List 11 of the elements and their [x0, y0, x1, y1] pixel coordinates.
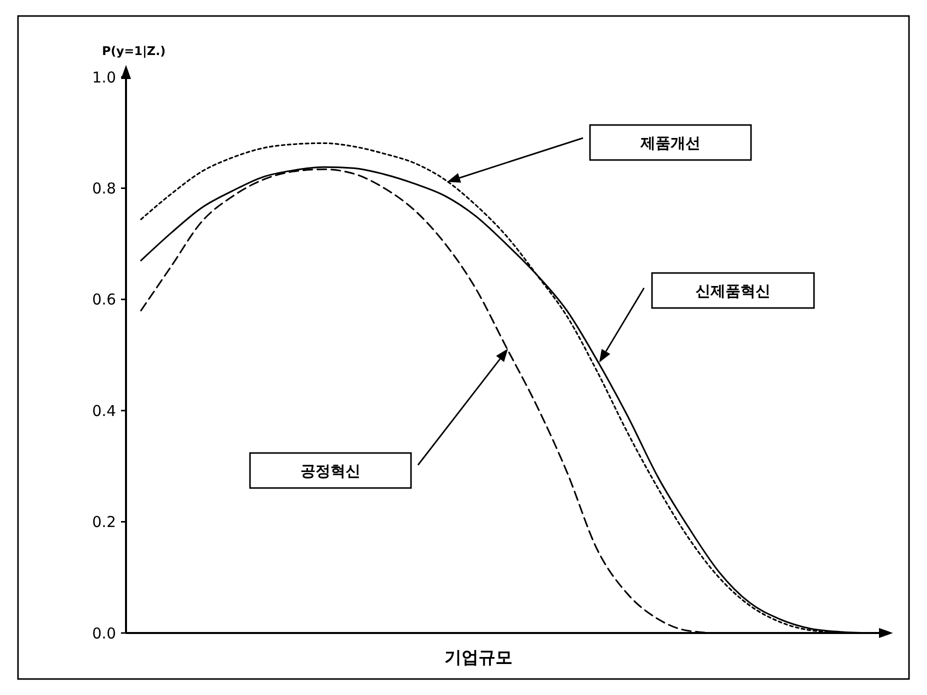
- y-tick-label: 1.0: [92, 68, 116, 86]
- y-tick-label: 0.2: [92, 513, 116, 532]
- text: 공정혁신: [300, 462, 360, 480]
- x-axis-title: 기업규모: [444, 648, 512, 668]
- y-axis-title: P(y=1|Z.): [102, 44, 166, 58]
- y-tick-label: 0.6: [92, 290, 116, 309]
- y-tick-label: 0.8: [92, 179, 116, 198]
- text: 신제품혁신: [696, 282, 770, 300]
- y-tick-label: 0.4: [92, 402, 116, 420]
- text: 제품개선: [640, 134, 700, 152]
- y-tick-label: 0.0: [92, 624, 116, 642]
